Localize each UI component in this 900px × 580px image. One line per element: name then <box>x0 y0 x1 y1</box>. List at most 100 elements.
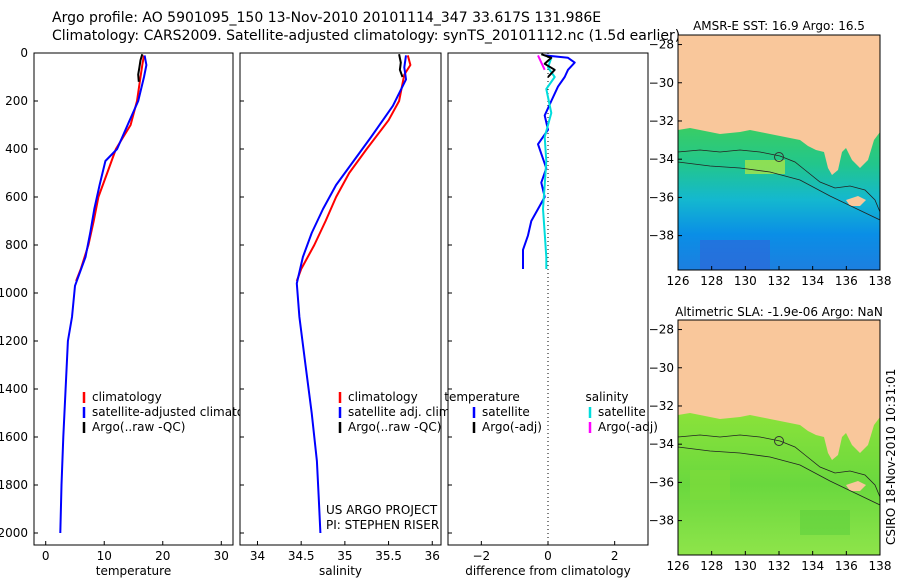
temperature-axes: 0 10 20 30 0 200 400 600 800 1000 1200 1400 1600 1800… <box>0 46 262 578</box>
sst-map-xtick-label: 128 <box>700 274 723 288</box>
page-subtitle: Climatology: CARS2009. Satellite-adjuste… <box>52 28 681 44</box>
sla-map-ytick-label: −34 <box>649 437 674 451</box>
salinity-xtick-label: 35 <box>337 549 352 563</box>
sla-patch-a <box>690 470 730 500</box>
temperature-frame <box>33 52 234 546</box>
salinity-panel: 34 34.5 35 35.5 36 salinity climatologysatelli… <box>239 52 454 578</box>
difference-xlabel: difference from climatology <box>465 564 631 578</box>
legend-entry: satellite <box>482 405 530 419</box>
temperature-ytick-label: 1600 <box>0 430 28 444</box>
legend-entry: climatology <box>348 390 418 404</box>
temperature-series-satellite-adjusted-climatolog <box>59 55 148 534</box>
sst-warm-patch <box>745 160 785 174</box>
salinity-xtick-label: 35.5 <box>375 549 402 563</box>
difference-series-satellite <box>542 57 556 269</box>
sst-map-xtick-label: 130 <box>734 274 757 288</box>
temperature-ytick-label: 200 <box>5 94 28 108</box>
legend-entry: climatology <box>92 390 162 404</box>
legend-header: salinity <box>585 390 628 404</box>
temperature-xlabel: temperature <box>96 564 171 578</box>
sst-map-panel: AMSR-E SST: 16.9 Argo: 16.5 126 128 130 132… <box>649 19 892 288</box>
difference-xtick-label: 2 <box>611 549 619 563</box>
temperature-xtick-label: 10 <box>97 549 112 563</box>
sst-map-ytick-label: −30 <box>649 76 674 90</box>
sst-map-ytick-label: −32 <box>649 114 674 128</box>
sst-map-ytick-label: −34 <box>649 152 674 166</box>
sst-map-xtick-label: 132 <box>768 274 791 288</box>
sla-map-xtick-label: 128 <box>700 559 723 573</box>
legend-entry: satellite adj. clim. <box>348 405 454 419</box>
temperature-ytick-label: 600 <box>5 190 28 204</box>
temperature-ytick-label: 1200 <box>0 334 28 348</box>
sst-map-ytick-label: −36 <box>649 190 674 204</box>
sst-map-ytick-label: −38 <box>649 229 674 243</box>
sla-map-ytick-label: −36 <box>649 475 674 489</box>
sla-map-xtick-label: 134 <box>801 559 824 573</box>
sla-argo-marker <box>774 436 784 446</box>
sla-map-xtick-label: 132 <box>768 559 791 573</box>
temperature-ytick-label: 1400 <box>0 382 28 396</box>
sla-map-xtick-label: 138 <box>869 559 892 573</box>
project-credit: US ARGO PROJECT <box>326 503 438 517</box>
salinity-xtick-label: 36 <box>425 549 440 563</box>
legend-entry: satellite-adjusted climatolog <box>92 405 262 419</box>
difference-xtick-label: −2 <box>472 549 490 563</box>
sst-map-xtick-label: 138 <box>869 274 892 288</box>
sla-map-title: Altimetric SLA: -1.9e-06 Argo: NaN <box>675 305 883 319</box>
difference-xtick-label: 0 <box>544 549 552 563</box>
project-credit: PI: STEPHEN RISER <box>326 518 439 532</box>
sla-map-axes: 126 128 130 132 134 136 138 −28 −30 −32 −34 −36 −38 <box>649 323 892 573</box>
temperature-ytick-label: 0 <box>20 46 28 60</box>
sla-map-panel: Altimetric SLA: -1.9e-06 Argo: NaN 126 12… <box>649 305 892 573</box>
legend-entry: Argo(..raw -QC) <box>92 420 185 434</box>
sla-map-ytick-label: −28 <box>649 323 674 337</box>
sst-land <box>678 35 880 175</box>
sla-shelf-contour <box>678 434 880 498</box>
sst-map-xtick-label: 126 <box>667 274 690 288</box>
sst-shelf-contour <box>678 149 880 213</box>
legend-entry: satellite <box>598 405 646 419</box>
sla-map-ytick-label: −32 <box>649 399 674 413</box>
sla-deep-contour <box>678 446 880 506</box>
legend-entry: Argo(-adj) <box>598 420 658 434</box>
sla-island <box>846 481 866 491</box>
salinity-xlabel: salinity <box>319 564 362 578</box>
temperature-panel: 0 10 20 30 0 200 400 600 800 1000 1200 1400 1600 1800… <box>0 46 262 578</box>
difference-series-argo-adj- <box>537 54 546 71</box>
salinity-frame <box>239 52 442 546</box>
temperature-ytick-label: 2000 <box>0 526 28 540</box>
sst-map-xtick-label: 134 <box>801 274 824 288</box>
salinity-xtick-label: 34 <box>250 549 265 563</box>
sla-land <box>678 320 880 460</box>
legend-entry: Argo(..raw -QC) <box>348 420 441 434</box>
legend-header: temperature <box>444 390 519 404</box>
sst-island <box>846 196 866 206</box>
temperature-ytick-label: 800 <box>5 238 28 252</box>
temperature-series-argo-raw-qc- <box>137 53 144 82</box>
salinity-xtick-label: 34.5 <box>288 549 315 563</box>
salinity-series-satellite-adj-clim- <box>295 55 407 534</box>
sst-map-ytick-label: −28 <box>649 38 674 52</box>
sst-deep-contour <box>678 161 880 221</box>
temperature-xtick-label: 30 <box>214 549 229 563</box>
sla-patch-b <box>800 510 850 535</box>
salinity-series-argo-raw-qc- <box>398 54 404 78</box>
sla-map-ytick-label: −30 <box>649 361 674 375</box>
sst-map-xtick-label: 136 <box>835 274 858 288</box>
temperature-ytick-label: 400 <box>5 142 28 156</box>
temperature-ytick-label: 1000 <box>0 286 28 300</box>
page-title: Argo profile: AO 5901095_150 13-Nov-2010… <box>52 10 602 26</box>
sla-map-xtick-label: 130 <box>734 559 757 573</box>
temperature-xtick-label: 20 <box>155 549 170 563</box>
legend-entry: Argo(-adj) <box>482 420 542 434</box>
sst-argo-marker <box>774 152 784 162</box>
temperature-xtick-label: 0 <box>42 549 50 563</box>
difference-series-satellite <box>522 54 576 269</box>
temperature-ytick-label: 1800 <box>0 478 28 492</box>
sla-map-xtick-label: 136 <box>835 559 858 573</box>
difference-series-argo-adj- <box>540 53 556 78</box>
sst-map-title: AMSR-E SST: 16.9 Argo: 16.5 <box>693 19 865 33</box>
